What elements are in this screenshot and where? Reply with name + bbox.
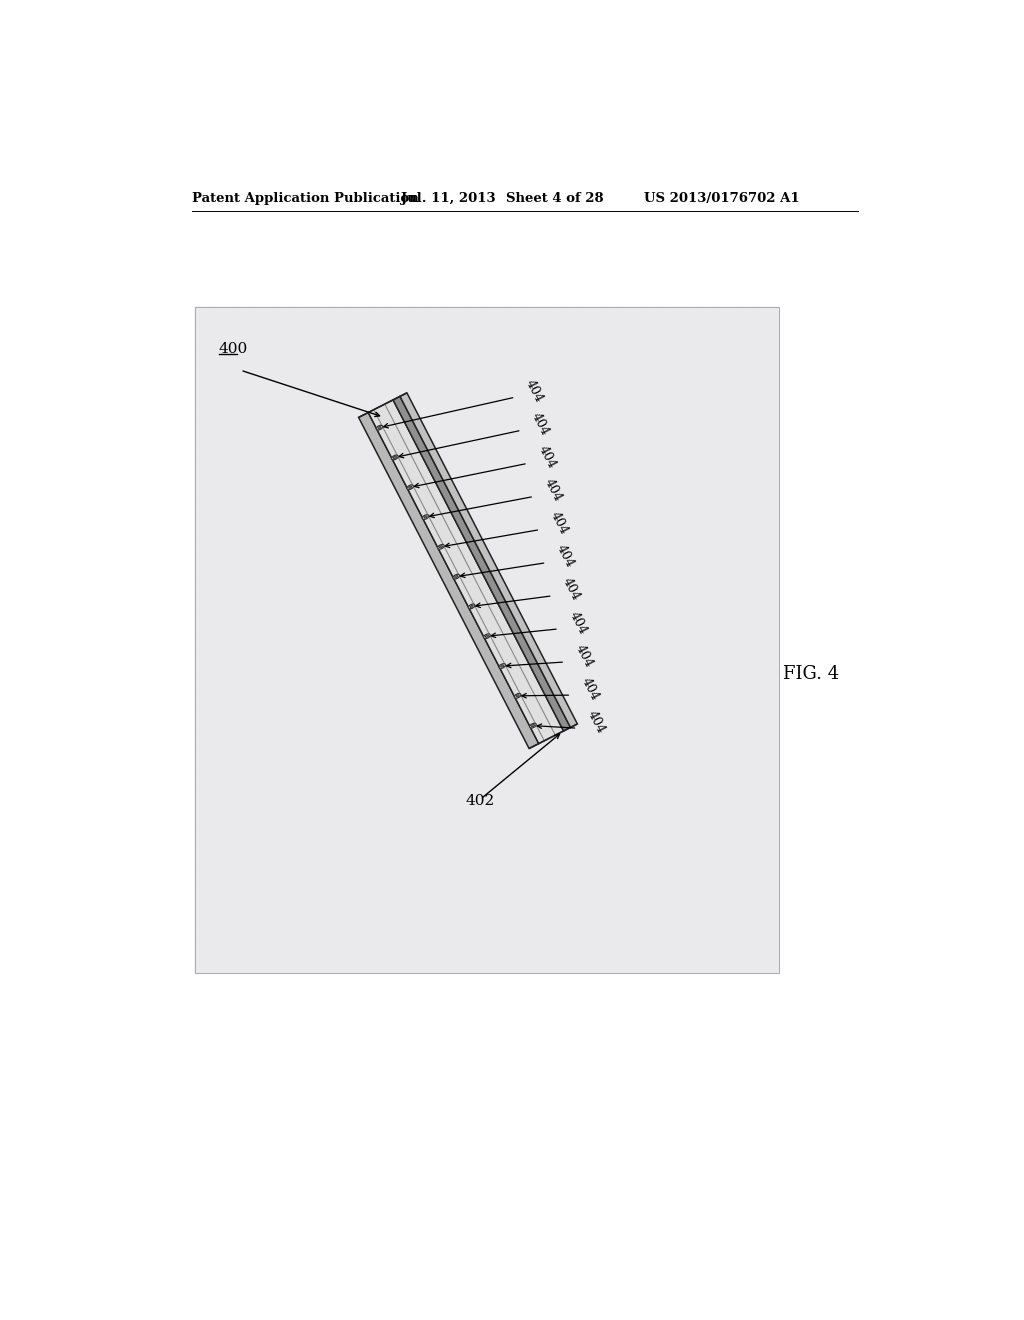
- Text: 404: 404: [529, 411, 552, 438]
- Polygon shape: [400, 393, 578, 727]
- Ellipse shape: [483, 634, 490, 639]
- Text: 404: 404: [523, 378, 546, 405]
- Ellipse shape: [514, 693, 521, 698]
- Text: 404: 404: [566, 609, 589, 636]
- Ellipse shape: [422, 515, 429, 519]
- Ellipse shape: [529, 723, 537, 727]
- Ellipse shape: [391, 455, 398, 459]
- Text: 404: 404: [548, 510, 570, 537]
- Ellipse shape: [378, 426, 381, 429]
- Text: 404: 404: [572, 642, 595, 669]
- Ellipse shape: [470, 606, 473, 607]
- Polygon shape: [393, 396, 570, 731]
- Text: 404: 404: [586, 709, 607, 735]
- Ellipse shape: [531, 725, 535, 727]
- Text: 404: 404: [554, 543, 577, 570]
- Ellipse shape: [393, 457, 396, 458]
- Text: 400: 400: [219, 342, 248, 356]
- Text: US 2013/0176702 A1: US 2013/0176702 A1: [644, 191, 800, 205]
- Text: 404: 404: [560, 576, 583, 603]
- Text: FIG. 4: FIG. 4: [783, 665, 839, 684]
- Ellipse shape: [485, 635, 488, 638]
- Polygon shape: [358, 412, 539, 748]
- Ellipse shape: [499, 664, 506, 668]
- Ellipse shape: [437, 545, 444, 549]
- Polygon shape: [369, 400, 563, 743]
- Ellipse shape: [439, 545, 442, 548]
- Ellipse shape: [453, 574, 460, 579]
- Ellipse shape: [455, 576, 458, 578]
- Ellipse shape: [501, 665, 504, 667]
- Text: Jul. 11, 2013: Jul. 11, 2013: [400, 191, 496, 205]
- Ellipse shape: [424, 516, 427, 519]
- Text: Patent Application Publication: Patent Application Publication: [191, 191, 418, 205]
- Text: 404: 404: [579, 676, 601, 702]
- Text: Sheet 4 of 28: Sheet 4 of 28: [506, 191, 604, 205]
- Ellipse shape: [468, 605, 475, 609]
- Text: 404: 404: [542, 477, 564, 504]
- Bar: [196, 308, 779, 973]
- Ellipse shape: [516, 694, 519, 697]
- Ellipse shape: [376, 425, 383, 430]
- Ellipse shape: [409, 486, 412, 488]
- Text: 404: 404: [536, 444, 558, 471]
- Ellipse shape: [407, 484, 414, 490]
- Text: 402: 402: [465, 795, 495, 808]
